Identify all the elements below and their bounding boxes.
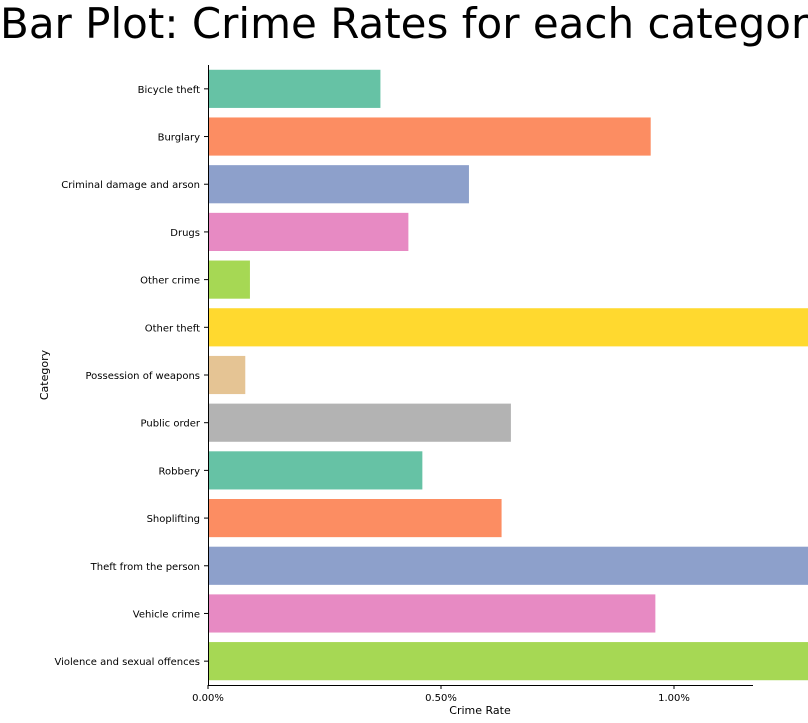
bar [208,260,250,299]
y-tick-label: Shoplifting [147,514,200,525]
y-tick-label: Possession of weapons [86,371,201,382]
y-tick-label: Drugs [170,228,200,239]
bar [208,451,423,490]
bar [208,546,808,585]
y-tick-label: Theft from the person [90,562,200,573]
y-axis-label: Category [38,349,51,400]
x-tick-label: 1.00% [658,693,690,704]
bars-group [208,69,808,681]
y-tick-labels: Bicycle theft Burglary Criminal damage and… [55,85,208,668]
y-tick-label: Vehicle crime [133,609,200,620]
x-tick-label: 0.50% [425,693,457,704]
y-tick-label: Bicycle theft [138,85,200,96]
bar [208,355,246,395]
y-tick-label: Violence and sexual offences [55,657,201,668]
chart-title: Bar Plot: Crime Rates for each category [0,0,808,48]
y-tick-label: Public order [141,419,201,430]
y-tick-label: Other crime [140,276,200,287]
bar [208,212,409,251]
bar [208,403,511,442]
y-tick-label: Criminal damage and arson [61,180,200,191]
y-tick-label: Burglary [158,133,200,144]
y-tick-label: Other theft [145,323,200,334]
y-tick-label: Robbery [159,466,201,477]
x-axis-label: Crime Rate [449,704,511,717]
bar [208,499,502,538]
x-ticks: 0.00%0.50%1.00%1.50%2.00% [192,685,690,704]
bar [208,117,651,156]
bar [208,69,381,108]
x-tick-label: 0.00% [192,693,224,704]
bar [208,165,469,204]
bar [208,308,808,347]
bar [208,594,656,633]
bar [208,642,808,681]
